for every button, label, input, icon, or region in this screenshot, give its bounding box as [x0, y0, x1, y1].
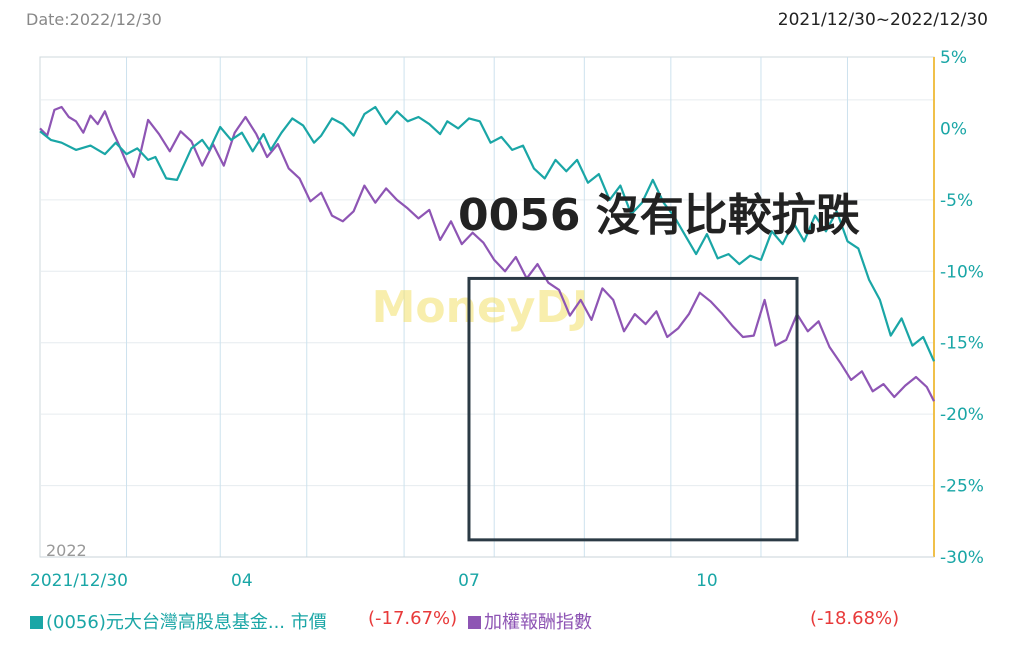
legend-series-b-change: (-18.68%) [810, 608, 900, 629]
y-axis-ticks: 5% 0% -5% -10% -15% -20% -25% -30% [940, 48, 984, 568]
chart-grid [39, 56, 935, 558]
legend-series-b[interactable]: 加權報酬指數 [468, 608, 592, 634]
y-tick-label: -15% [940, 334, 984, 354]
date-label: Date:2022/12/30 [26, 10, 162, 29]
y-tick-label: -10% [940, 262, 984, 282]
performance-chart: 5% 0% -5% -10% -15% -20% -25% -30% 2021/12/30 04… [30, 48, 984, 591]
legend-series-a-label: (0056)元大台灣高股息基金... 市價 [46, 612, 327, 633]
y-tick-label: -5% [940, 191, 973, 211]
chart-headline: 0056 沒有比較抗跌 [458, 190, 860, 241]
x-tick-label: 10 [696, 571, 718, 591]
year-label: 2022 [46, 541, 87, 560]
x-tick-label: 07 [458, 571, 480, 591]
y-tick-label: -25% [940, 477, 984, 497]
series-a-line [39, 105, 936, 362]
y-tick-label: -30% [940, 548, 984, 568]
series-b-swatch [468, 616, 481, 629]
series-b-line [39, 105, 935, 402]
legend-series-b-label: 加權報酬指數 [484, 612, 592, 633]
y-tick-label: 0% [940, 119, 967, 139]
y-tick-label: -20% [940, 405, 984, 425]
date-range-label: 2021/12/30~2022/12/30 [777, 10, 988, 30]
watermark: MoneyDJ [372, 282, 589, 333]
highlight-box [467, 276, 799, 542]
series-b-path [39, 105, 935, 402]
y-tick-label: 5% [940, 48, 967, 68]
x-tick-label: 2021/12/30 [30, 571, 128, 591]
x-axis-ticks: 2021/12/30 04 07 10 [30, 571, 718, 591]
series-a-swatch [30, 616, 43, 629]
legend-series-a-change: (-17.67%) [368, 608, 458, 629]
legend-series-a[interactable]: (0056)元大台灣高股息基金... 市價 [30, 608, 327, 634]
series-a-path [39, 105, 936, 362]
x-tick-label: 04 [231, 571, 253, 591]
